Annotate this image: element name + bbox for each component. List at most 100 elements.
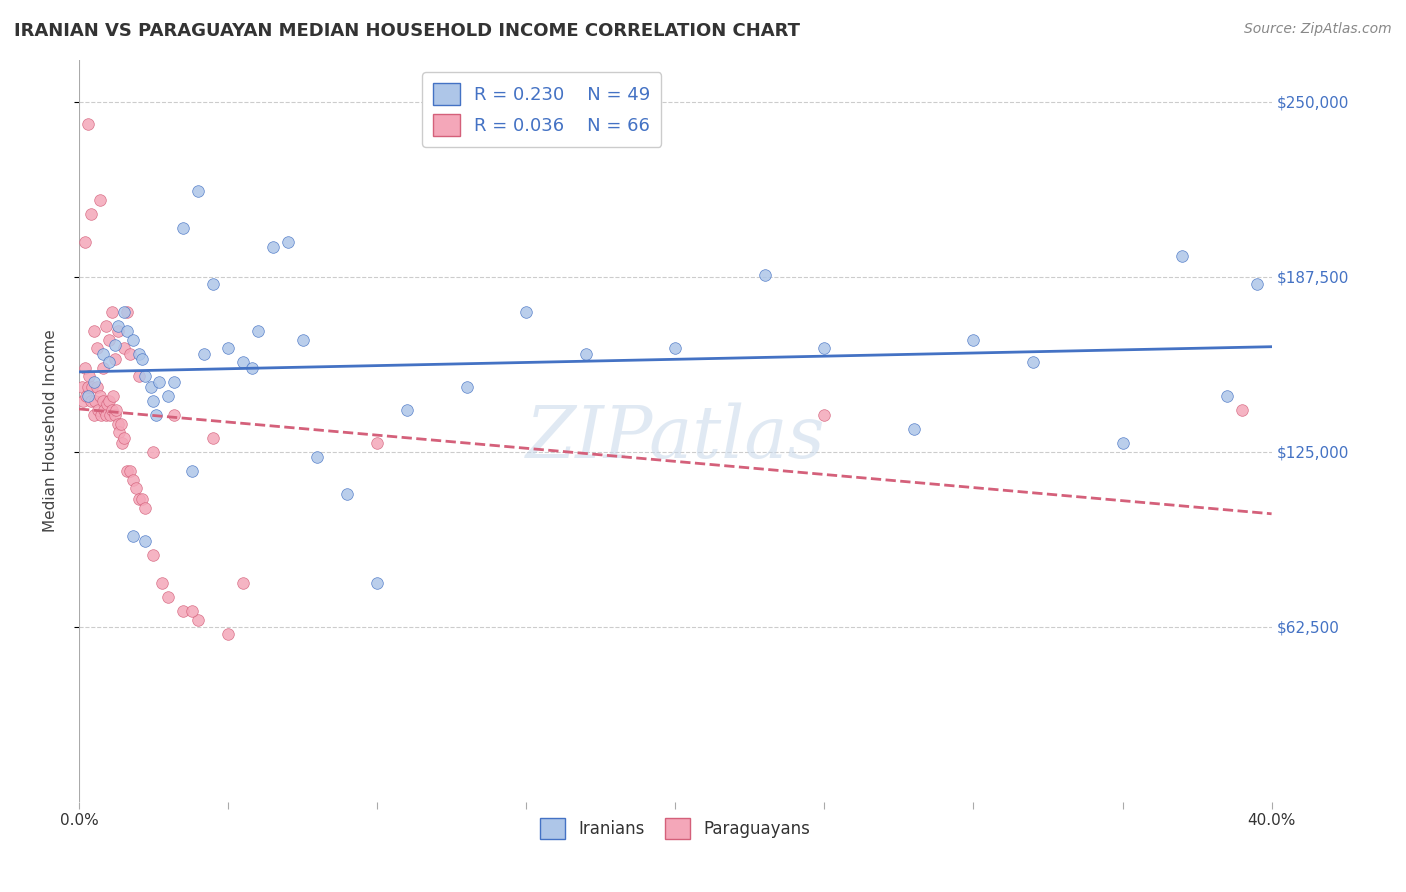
Point bbox=[240, 360, 263, 375]
Point bbox=[115, 464, 138, 478]
Point bbox=[104, 338, 127, 352]
Point bbox=[131, 352, 153, 367]
Point bbox=[97, 355, 120, 369]
Point bbox=[232, 355, 254, 369]
Point bbox=[75, 388, 97, 402]
Point bbox=[903, 422, 925, 436]
Point bbox=[94, 408, 117, 422]
Point bbox=[89, 193, 111, 207]
Point bbox=[163, 408, 186, 422]
Point bbox=[124, 481, 146, 495]
Point bbox=[291, 333, 314, 347]
Point bbox=[1216, 388, 1239, 402]
Point bbox=[134, 534, 156, 549]
Point bbox=[217, 626, 239, 640]
Point bbox=[77, 380, 100, 394]
Point bbox=[83, 324, 105, 338]
Point bbox=[73, 360, 96, 375]
Point bbox=[73, 235, 96, 249]
Point bbox=[108, 425, 131, 439]
Point bbox=[118, 346, 141, 360]
Point bbox=[813, 341, 835, 355]
Point bbox=[121, 333, 143, 347]
Point bbox=[87, 402, 110, 417]
Text: IRANIAN VS PARAGUAYAN MEDIAN HOUSEHOLD INCOME CORRELATION CHART: IRANIAN VS PARAGUAYAN MEDIAN HOUSEHOLD I… bbox=[14, 22, 800, 40]
Point bbox=[128, 369, 150, 384]
Point bbox=[105, 402, 128, 417]
Point bbox=[70, 380, 93, 394]
Point bbox=[107, 324, 129, 338]
Point bbox=[187, 184, 209, 198]
Point bbox=[72, 394, 94, 409]
Point bbox=[107, 318, 129, 333]
Point bbox=[307, 450, 329, 465]
Point bbox=[79, 369, 101, 384]
Point bbox=[142, 548, 165, 562]
Legend: Iranians, Paraguayans: Iranians, Paraguayans bbox=[534, 812, 817, 846]
Point bbox=[84, 394, 107, 409]
Point bbox=[139, 380, 162, 394]
Point bbox=[134, 369, 156, 384]
Point bbox=[232, 576, 254, 591]
Point bbox=[128, 346, 150, 360]
Point bbox=[115, 304, 138, 318]
Point bbox=[246, 324, 269, 338]
Point bbox=[104, 408, 127, 422]
Point bbox=[181, 464, 204, 478]
Point bbox=[181, 604, 204, 618]
Point bbox=[163, 375, 186, 389]
Point bbox=[96, 397, 118, 411]
Point bbox=[118, 464, 141, 478]
Point bbox=[217, 341, 239, 355]
Point bbox=[112, 431, 135, 445]
Point bbox=[1171, 249, 1194, 263]
Point bbox=[91, 346, 114, 360]
Point bbox=[104, 352, 127, 367]
Point bbox=[83, 375, 105, 389]
Y-axis label: Median Household Income: Median Household Income bbox=[44, 329, 58, 532]
Point bbox=[142, 444, 165, 458]
Point bbox=[86, 341, 108, 355]
Point bbox=[111, 436, 134, 450]
Point bbox=[145, 408, 167, 422]
Point bbox=[83, 408, 105, 422]
Point bbox=[142, 394, 165, 409]
Point bbox=[157, 388, 180, 402]
Point bbox=[202, 277, 225, 291]
Point bbox=[366, 436, 388, 450]
Point bbox=[148, 375, 170, 389]
Point bbox=[93, 402, 115, 417]
Point bbox=[98, 408, 121, 422]
Point bbox=[97, 394, 120, 409]
Point bbox=[515, 304, 537, 318]
Point bbox=[91, 360, 114, 375]
Point bbox=[91, 394, 114, 409]
Point bbox=[134, 500, 156, 515]
Point bbox=[813, 408, 835, 422]
Point bbox=[152, 576, 174, 591]
Text: ZIPatlas: ZIPatlas bbox=[526, 402, 825, 473]
Point bbox=[121, 473, 143, 487]
Point bbox=[80, 206, 103, 220]
Text: Source: ZipAtlas.com: Source: ZipAtlas.com bbox=[1244, 22, 1392, 37]
Point bbox=[128, 492, 150, 507]
Point bbox=[77, 117, 100, 131]
Point bbox=[86, 380, 108, 394]
Point bbox=[262, 240, 284, 254]
Point bbox=[80, 394, 103, 409]
Point bbox=[962, 333, 984, 347]
Point bbox=[754, 268, 776, 283]
Point bbox=[77, 388, 100, 402]
Point bbox=[395, 402, 418, 417]
Point bbox=[100, 304, 122, 318]
Point bbox=[157, 590, 180, 604]
Point bbox=[172, 220, 194, 235]
Point bbox=[100, 402, 122, 417]
Point bbox=[202, 431, 225, 445]
Point bbox=[1230, 402, 1253, 417]
Point bbox=[187, 613, 209, 627]
Point bbox=[131, 492, 153, 507]
Point bbox=[664, 341, 686, 355]
Point bbox=[172, 604, 194, 618]
Point bbox=[1111, 436, 1133, 450]
